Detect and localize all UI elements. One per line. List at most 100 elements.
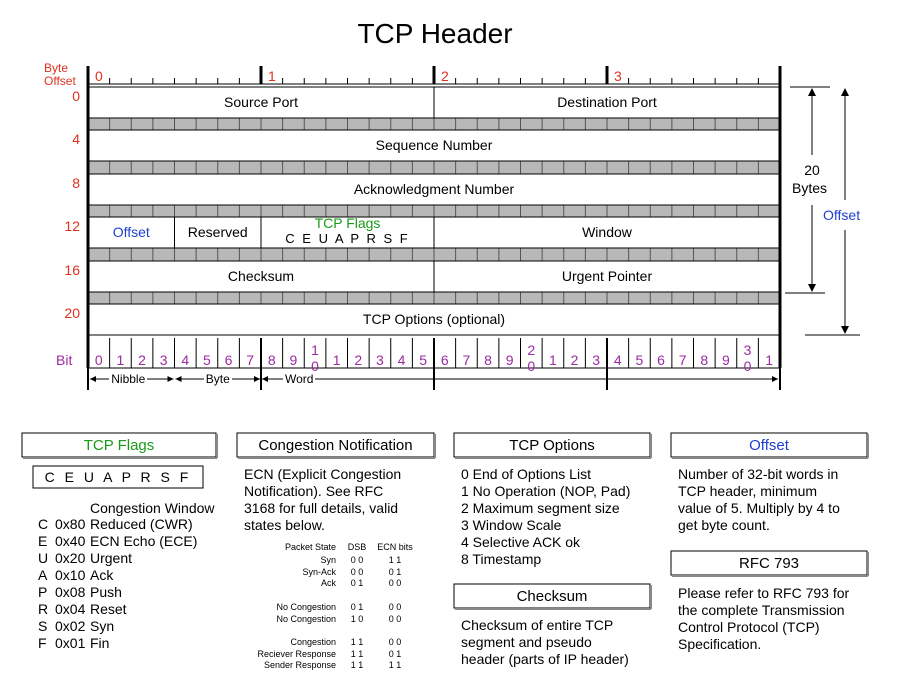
offset-text: value of 5. Multiply by 4 to [678,500,840,516]
bit-number: 4 [181,352,190,368]
table-state: Sender Response [263,660,336,671]
table-dsb: 0 0 [350,566,364,577]
row-offset-label: 4 [72,131,80,147]
byte-column-label: 0 [95,68,103,84]
table-dsb: 1 0 [350,613,364,624]
offset-text: TCP header, minimum [678,483,818,499]
offset-text: get byte count. [678,517,770,533]
table-dsb: 0 1 [350,601,364,612]
tcp-options-text: 1 No Operation (NOP, Pad) [461,483,631,499]
byte-arrow-head [254,376,260,382]
table-state: No Congestion [276,601,336,612]
congestion-window-heading: Congestion Window [90,500,215,516]
congestion-text: Notification). See RFC [244,483,384,499]
byte-offset-label: Byte [44,61,69,75]
bit-number: 6 [657,352,665,368]
sequence-number-field: Sequence Number [375,137,493,153]
congestion-text: states below. [244,517,325,533]
source-port-field: Source Port [224,94,298,110]
bit-number: 3 [376,352,384,368]
table-dsb: 1 1 [350,636,364,647]
checksum-title-frame [453,583,651,609]
annotation-20: 20 [804,162,820,178]
bit-number: 0 [743,358,752,374]
tcp-flags-letters: C E U A P R S F [285,231,410,246]
offset-title: Offset [749,437,789,454]
annotation-bytes: Bytes [792,180,828,196]
word-arrow-head [262,376,268,382]
bit-number: 2 [354,352,363,368]
bit-number: 2 [138,352,146,368]
congestion-title: Congestion Notification [258,437,413,454]
table-state: Ack [320,578,336,589]
arrow-head [841,88,849,96]
bit-number: 8 [700,352,709,368]
arrow-head [841,326,849,334]
flag-code: 0x08 [55,584,86,600]
window-field: Window [582,224,632,240]
flag-letter: E [38,533,48,549]
flag-code: 0x10 [55,567,86,583]
bit-number: 6 [224,352,233,368]
rfc-text: Control Protocol (TCP) [678,619,820,635]
reserved-field: Reserved [187,224,248,240]
flag-code: 0x20 [55,550,86,566]
flag-desc: ECN Echo (ECE) [90,533,198,549]
table-ecn: 0 0 [388,578,402,589]
flag-desc: Ack [90,567,114,583]
table-header: ECN bits [377,542,413,552]
bit-number: 2 [527,342,536,358]
tcp-options-field: TCP Options (optional) [362,311,506,327]
offset-text: Number of 32-bit words in [678,466,839,482]
arrow-head [808,88,816,96]
tcp-flags-label: TCP Flags [314,215,381,231]
bit-number: 3 [743,342,752,358]
table-ecn: 0 1 [388,648,402,659]
table-state: Syn [320,555,336,565]
bit-number: 9 [505,352,514,368]
flag-letter: S [38,618,48,634]
bit-number: 4 [397,352,406,368]
row-box [87,303,781,336]
page-title: TCP Header [357,18,513,49]
bit-number: 3 [592,352,601,368]
row-box [87,129,781,162]
nibble-arrow-head [167,376,174,382]
row-offset-label: 8 [72,175,80,191]
table-ecn: 1 1 [388,555,402,565]
table-ecn: 0 0 [388,601,402,612]
rfc-text: Specification. [678,636,762,652]
flag-desc: Urgent [90,550,133,566]
flag-code: 0x01 [55,635,86,651]
bit-number: 7 [462,352,471,368]
flag-desc: Syn [90,618,115,634]
bit-number: 7 [678,352,687,368]
table-header: DSB [347,542,367,552]
bit-number: 2 [570,352,579,368]
tcp-options-text: 2 Maximum segment size [461,500,620,516]
bit-number: 9 [722,352,730,368]
rfc-text: the complete Transmission [678,602,845,618]
row-offset-label: 0 [72,88,80,104]
tcp-flags-title: TCP Flags [83,437,155,454]
bit-number: 5 [203,352,211,368]
arrow-head [808,284,816,292]
table-ecn: 0 1 [388,566,402,577]
congestion-text: 3168 for full details, valid [244,500,399,516]
rfc-text: Please refer to RFC 793 for [678,585,850,601]
bit-number: 1 [549,352,557,368]
table-ecn: 0 0 [388,636,402,647]
offset-title-frame [670,432,868,458]
bit-number: 7 [246,352,255,368]
flags-letters-frame [32,465,204,489]
byte-label: Byte [203,372,232,386]
byte-column-label: 1 [268,68,276,84]
destination-port-field: Destination Port [557,94,657,110]
flag-code: 0x80 [55,516,86,532]
bit-number: 5 [635,352,644,368]
table-ecn: 1 1 [388,660,402,671]
checksum-text: header (parts of IP header) [461,651,629,667]
row-offset-label: 20 [64,305,80,321]
table-state: Congestion [290,636,336,647]
flag-desc: Reduced (CWR) [90,516,193,532]
